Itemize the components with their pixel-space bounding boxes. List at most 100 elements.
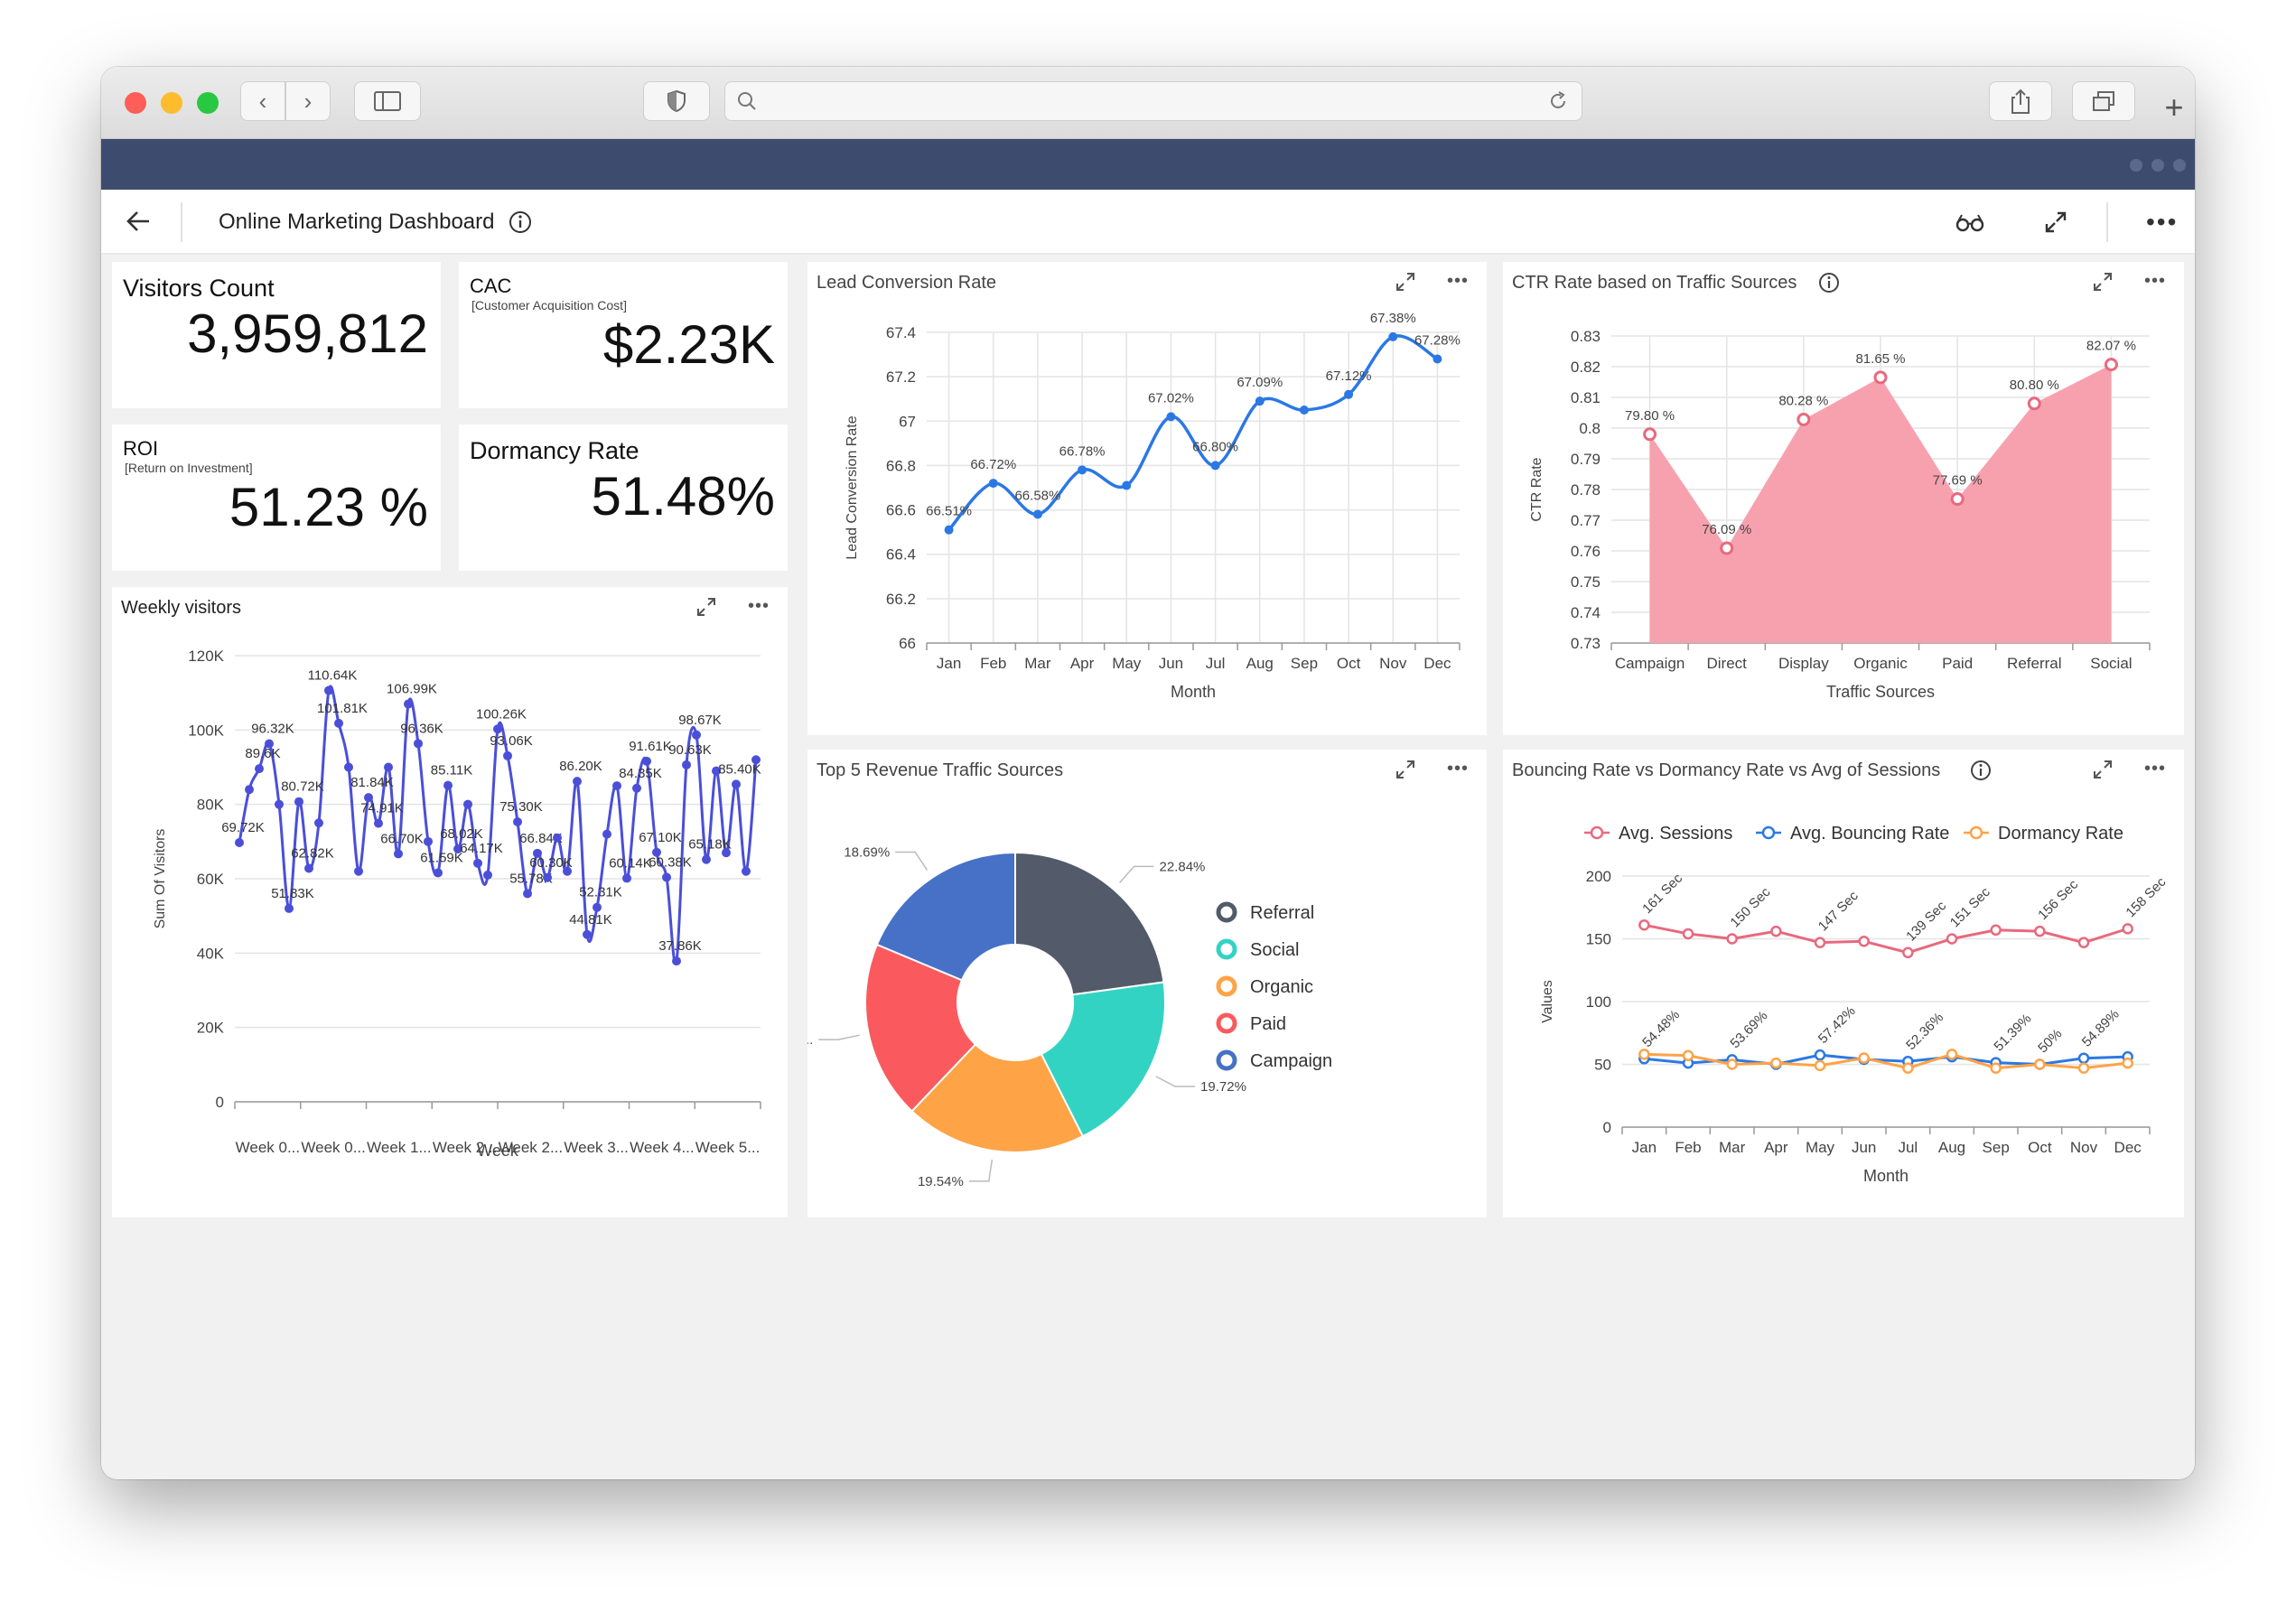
kpi-title: Dormancy Rate — [470, 437, 639, 464]
view-mode-button[interactable] — [1955, 210, 1985, 239]
reload-icon[interactable] — [1547, 90, 1569, 112]
data-point — [434, 868, 443, 878]
share-button[interactable] — [1989, 81, 2052, 121]
more-icon[interactable]: ••• — [1446, 271, 1469, 291]
data-label: 67.12% — [1326, 368, 1372, 384]
expand-icon[interactable] — [2092, 759, 2114, 780]
browser-toolbar: ‹ › + — [101, 67, 2195, 139]
info-icon[interactable] — [1817, 271, 1841, 294]
data-point — [1682, 928, 1694, 940]
ctr-rate-card[interactable]: CTR Rate based on Traffic Sources ••• 0.… — [1503, 262, 2184, 735]
pie-slice — [910, 1042, 1085, 1153]
y-tick-label: 40K — [197, 945, 225, 962]
data-point — [652, 847, 661, 857]
data-point — [1299, 406, 1309, 415]
more-icon[interactable]: ••• — [2143, 271, 2166, 291]
forward-nav-button[interactable]: › — [285, 81, 331, 121]
more-icon[interactable]: ••• — [2143, 759, 2166, 779]
revenue-sources-card[interactable]: Top 5 Revenue Traffic Sources ••• 22.84%… — [807, 750, 1487, 1217]
back-nav-button[interactable]: ‹ — [240, 81, 285, 121]
dashboard-header: Online Marketing Dashboard ••• — [101, 190, 2195, 255]
data-point — [622, 873, 631, 883]
address-bar[interactable] — [724, 81, 1582, 121]
legend-marker — [1216, 901, 1237, 923]
x-tick-label: Feb — [980, 655, 1006, 672]
data-point — [1122, 480, 1132, 490]
sidebar-toggle-button[interactable] — [354, 81, 421, 121]
data-point — [1032, 509, 1042, 519]
data-point — [1726, 933, 1738, 945]
pie-slice — [1040, 981, 1166, 1138]
weekly-visitors-card[interactable]: Weekly visitors ••• 0 20K 40K 60K 80K 100K 120… — [112, 587, 788, 1217]
expand-icon[interactable] — [2092, 271, 2114, 293]
label-leader — [895, 851, 929, 871]
title-info-button[interactable] — [508, 210, 533, 239]
data-point — [523, 889, 532, 899]
x-tick-label: Jan — [1632, 1139, 1657, 1156]
privacy-shield-button[interactable] — [643, 81, 710, 121]
data-label: 81.84K — [350, 775, 394, 790]
data-point — [1638, 1049, 1650, 1060]
data-point — [662, 872, 671, 882]
kpi-title: ROI — [123, 437, 159, 460]
x-tick-label: Nov — [2070, 1139, 2098, 1156]
bounce-dormancy-card[interactable]: Bouncing Rate vs Dormancy Rate vs Avg of… — [1503, 750, 2184, 1217]
data-label: 106.99K — [387, 682, 437, 697]
tabs-overview-button[interactable] — [2072, 81, 2135, 121]
minimize-window-button[interactable] — [161, 92, 182, 114]
y-tick-label: 0 — [216, 1094, 224, 1111]
data-label: 65.18K — [688, 837, 732, 853]
data-point — [2034, 1058, 2046, 1070]
label-leader — [968, 1160, 994, 1182]
data-point — [394, 849, 403, 859]
fullscreen-button[interactable] — [2043, 210, 2068, 239]
data-point — [483, 870, 492, 880]
pie-slice — [875, 851, 1016, 982]
kpi-cac[interactable]: CAC [Customer Acquisition Cost] $2.23K — [459, 262, 788, 408]
kpi-roi[interactable]: ROI [Return on Investment] 51.23 % — [112, 424, 441, 571]
zoom-window-button[interactable] — [197, 92, 219, 114]
kpi-value: 3,959,812 — [187, 303, 428, 364]
series-line — [1644, 1053, 2128, 1067]
y-axis-title: CTR Rate — [1529, 457, 1545, 521]
x-tick-label: Feb — [1675, 1139, 1701, 1156]
lead-conversion-chart: 66 66.2 66.4 66.6 66.8 67 67.2 67.4 Month Lead Co… — [845, 311, 1461, 701]
more-icon[interactable]: ••• — [1446, 759, 1469, 779]
data-point — [424, 836, 433, 846]
kpi-dormancy-rate[interactable]: Dormancy Rate 51.48% — [459, 424, 788, 571]
legend-marker — [1216, 938, 1237, 960]
data-label: 52.36% — [1903, 1010, 1946, 1053]
data-point — [1726, 1058, 1738, 1070]
chart-title: Top 5 Revenue Traffic Sources — [817, 760, 1064, 780]
data-label: 91.61K — [629, 739, 672, 754]
expand-icon[interactable] — [695, 596, 717, 618]
header-divider-right — [2106, 202, 2108, 242]
x-tick-label: Paid — [1942, 655, 1973, 672]
data-label: 18.69% — [844, 844, 890, 860]
close-window-button[interactable] — [125, 92, 146, 114]
expand-icon[interactable] — [1395, 759, 1416, 780]
more-options-button[interactable]: ••• — [2146, 208, 2178, 237]
data-label: 51.83K — [271, 886, 314, 901]
pie-slice — [864, 943, 977, 1113]
x-axis-title: Week — [477, 1142, 519, 1160]
new-tab-button[interactable]: + — [2153, 89, 2195, 139]
more-icon[interactable]: ••• — [747, 596, 770, 616]
plus-icon: + — [2164, 89, 2184, 126]
back-button[interactable] — [125, 208, 152, 239]
glasses-icon — [1955, 214, 1984, 232]
expand-icon[interactable] — [1395, 271, 1416, 293]
x-tick-label: Jun — [1159, 655, 1183, 672]
kpi-visitors-count[interactable]: Visitors Count 3,959,812 — [112, 262, 441, 408]
x-tick-label: Mar — [1024, 655, 1051, 672]
data-point — [2077, 1052, 2090, 1064]
revenue-sources-chart: 22.84% 19.72% 19.54% 1... 18.69% Referral Soci… — [807, 844, 1332, 1189]
data-point — [1946, 1049, 1958, 1060]
data-point — [692, 730, 701, 740]
expand-icon — [2045, 211, 2067, 233]
data-label: 53.69% — [1727, 1008, 1770, 1051]
data-point — [602, 829, 611, 839]
info-icon[interactable] — [1969, 759, 1993, 782]
lead-conversion-card[interactable]: Lead Conversion Rate ••• 66 66.2 66.4 66.6 6… — [807, 262, 1487, 735]
data-point — [1858, 936, 1870, 947]
